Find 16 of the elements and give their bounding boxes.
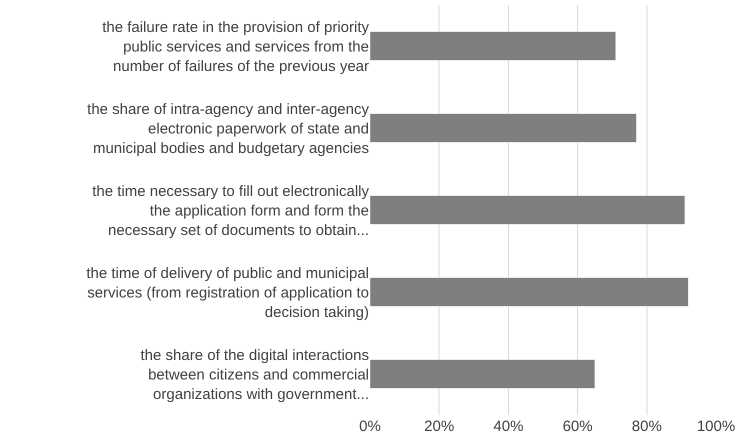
y-tick-label: the failure rate in the provision of priority public services and services from the number of failures of the previous year bbox=[102, 18, 370, 75]
y-tick-label: the share of intra-agency and inter-agency electronic paperwork of state and municipal bodies and budgetary agencies bbox=[87, 100, 370, 157]
bar bbox=[370, 359, 596, 389]
y-tick-label: the share of the digital interactions between citizens and commercial organizations with government... bbox=[140, 346, 369, 403]
x-tick-label: 80% bbox=[632, 418, 662, 435]
bar bbox=[370, 277, 689, 307]
y-tick-label: the time of delivery of public and municipal services (from registration of application to decision taking) bbox=[86, 264, 369, 321]
x-tick-label: 40% bbox=[493, 418, 524, 435]
x-tick-label: 20% bbox=[424, 418, 454, 435]
x-tick-label: 60% bbox=[562, 418, 593, 435]
bar bbox=[370, 113, 637, 143]
x-tick-label: 0% bbox=[359, 418, 381, 435]
x-tick-label: 100% bbox=[696, 418, 736, 435]
bar bbox=[370, 195, 686, 225]
bar bbox=[370, 31, 616, 61]
y-tick-label: the time necessary to fill out electronically the application form and form the necessary set of documents to obtain... bbox=[92, 182, 370, 239]
